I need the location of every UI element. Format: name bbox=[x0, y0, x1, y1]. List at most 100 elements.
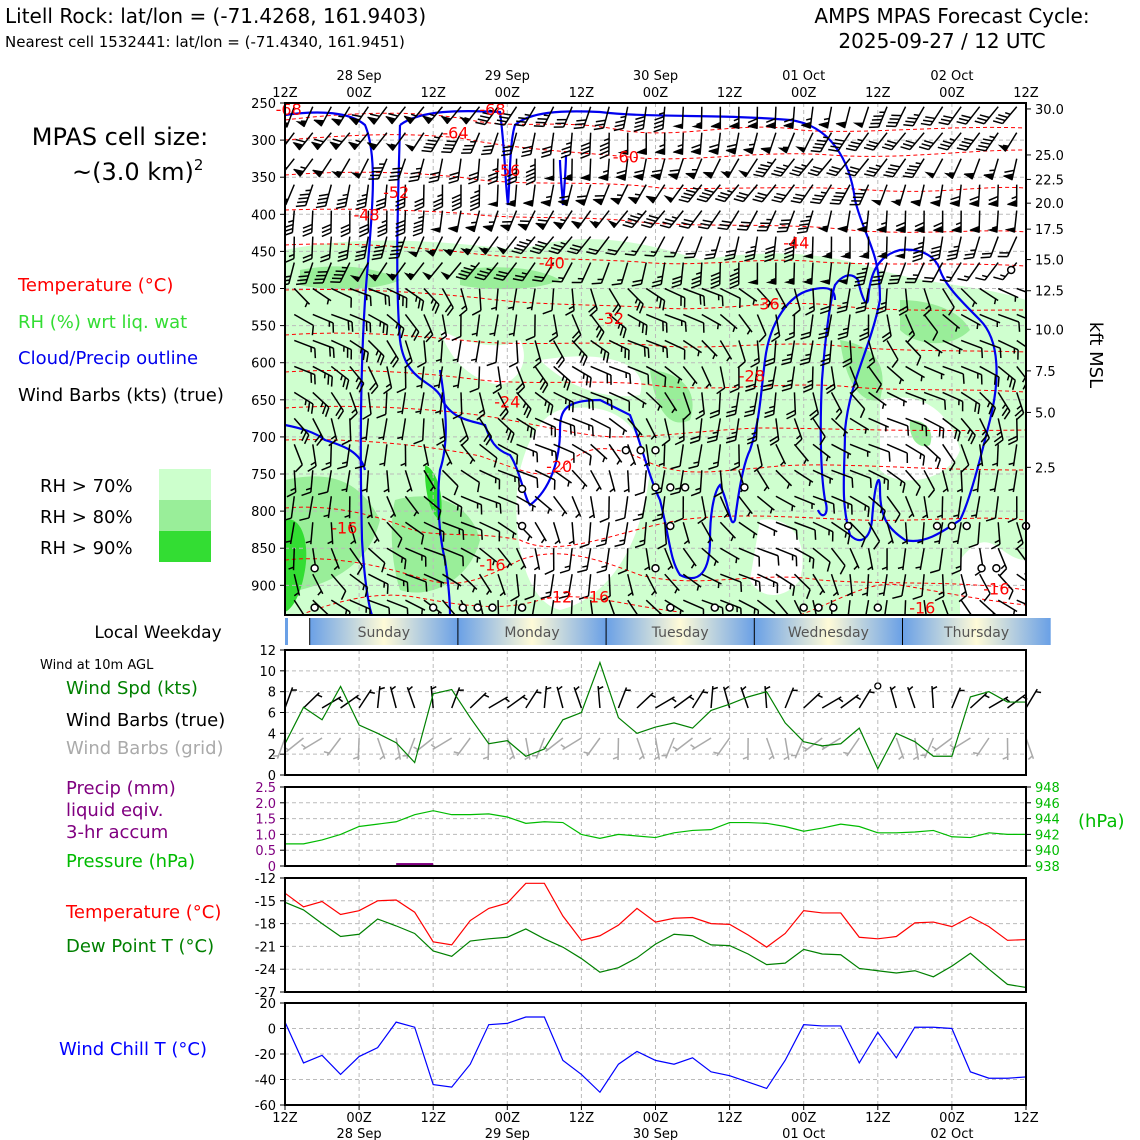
wind-barb bbox=[534, 417, 556, 438]
wind-barb bbox=[416, 340, 427, 368]
wind-barb bbox=[368, 287, 391, 307]
wind-barb bbox=[747, 262, 759, 285]
wind-barb bbox=[941, 599, 952, 615]
wind-barb bbox=[622, 210, 647, 229]
wind-barb bbox=[852, 106, 870, 128]
wind-barb bbox=[1016, 313, 1026, 324]
wind-barb bbox=[321, 444, 333, 471]
wind-barb bbox=[310, 132, 332, 151]
calm-circle bbox=[666, 483, 675, 492]
wind-barb bbox=[571, 262, 592, 284]
wind-barb bbox=[593, 106, 610, 131]
wind-barb bbox=[975, 132, 999, 152]
wind-barb bbox=[883, 158, 907, 178]
wind-barb bbox=[479, 547, 498, 566]
wind-barb bbox=[742, 132, 759, 155]
wind-barb bbox=[340, 210, 351, 238]
wind-barb bbox=[762, 366, 777, 392]
wind-barb bbox=[657, 522, 668, 550]
wind-barb bbox=[645, 365, 667, 387]
wind-barb bbox=[1002, 158, 1018, 181]
wind-barb bbox=[651, 262, 666, 288]
wind-barb bbox=[489, 314, 499, 337]
wind-barb bbox=[499, 210, 518, 232]
wind-barb bbox=[571, 469, 588, 490]
wind-barb bbox=[515, 366, 526, 395]
wind-barb bbox=[405, 573, 428, 592]
wind-barb bbox=[910, 184, 925, 207]
calm-circle bbox=[458, 603, 468, 612]
isotherm-label: -16 bbox=[983, 579, 1009, 598]
wind-barb bbox=[524, 574, 536, 601]
height-tick-label: 17.5 bbox=[1035, 223, 1064, 238]
wind-barb bbox=[479, 495, 502, 514]
bottom-tick-label: 12Z bbox=[569, 1111, 595, 1126]
wind-barb bbox=[423, 547, 447, 566]
wind-barb bbox=[552, 210, 573, 230]
calm-circle bbox=[873, 603, 883, 612]
wind-barb bbox=[617, 132, 629, 155]
wind-barb bbox=[697, 496, 707, 525]
wind-barb-true bbox=[556, 685, 564, 709]
wind-barb-grid bbox=[1002, 737, 1009, 761]
wind-barb bbox=[327, 522, 334, 545]
pressure-tick-label: 250 bbox=[251, 97, 276, 112]
bottom-date-label: 02 Oct bbox=[930, 1127, 973, 1140]
wind-barb-grid bbox=[394, 737, 402, 761]
weekday-label: Monday bbox=[504, 625, 559, 641]
wind-barb bbox=[725, 392, 740, 418]
isotherm-labels: -68 -68 -64 -60 -56 -52-48 -44 -40 -36 -32 -28 -24 -… bbox=[276, 100, 1010, 618]
wind-barb bbox=[903, 106, 925, 127]
pressure-tick-label: 350 bbox=[251, 171, 276, 186]
wind-barb bbox=[452, 392, 463, 420]
wind-barb bbox=[423, 287, 440, 314]
wind-barb bbox=[494, 106, 518, 126]
wind-barb bbox=[496, 236, 518, 255]
wind-barb bbox=[878, 574, 888, 597]
wind-barb-true bbox=[740, 685, 749, 709]
wind-barb bbox=[501, 132, 518, 157]
precip-bar bbox=[396, 863, 434, 866]
wind-barb bbox=[960, 599, 975, 615]
wind-barb bbox=[923, 417, 945, 439]
wind-barb bbox=[590, 365, 612, 385]
wind-barb bbox=[292, 132, 314, 151]
wind-barb bbox=[328, 418, 338, 447]
wind-barb bbox=[689, 418, 703, 444]
wind-barb bbox=[775, 573, 796, 596]
wind-barb bbox=[849, 417, 870, 434]
wind-barb bbox=[720, 287, 741, 309]
wind-barb-true bbox=[451, 687, 464, 709]
pressure-tick-label: 850 bbox=[251, 542, 276, 557]
wind-barb bbox=[685, 158, 703, 180]
calm-circle bbox=[651, 564, 660, 573]
wind-barb bbox=[845, 158, 870, 177]
wind-barb bbox=[522, 184, 536, 207]
calm-circle bbox=[1006, 265, 1016, 275]
wind-barb bbox=[924, 158, 944, 179]
wind-barb bbox=[810, 132, 833, 153]
wind-barb bbox=[293, 287, 311, 308]
wind-barb bbox=[875, 210, 888, 233]
wind-barb bbox=[756, 599, 776, 615]
wind-barb bbox=[765, 262, 777, 285]
wind-barb bbox=[1006, 184, 1018, 207]
wind-barb bbox=[590, 443, 608, 463]
top-date-label: 01 Oct bbox=[782, 69, 825, 84]
wind-barb bbox=[368, 573, 389, 595]
wind-barb bbox=[442, 236, 462, 257]
wind-barb bbox=[658, 444, 666, 467]
wind-barb bbox=[329, 132, 351, 151]
wind-barb bbox=[608, 443, 623, 465]
wind-barb bbox=[571, 495, 582, 519]
wind-barb bbox=[776, 210, 796, 233]
wind-barb bbox=[285, 522, 296, 545]
wind-barb-grid bbox=[560, 737, 582, 751]
wind-barb-grid bbox=[931, 737, 953, 752]
wind-barb bbox=[394, 184, 407, 211]
wind-barb-true bbox=[376, 686, 385, 709]
wind-barb bbox=[885, 106, 907, 128]
wind-barb bbox=[497, 547, 513, 569]
wind-barb bbox=[378, 418, 388, 441]
wind-barb bbox=[923, 339, 943, 357]
